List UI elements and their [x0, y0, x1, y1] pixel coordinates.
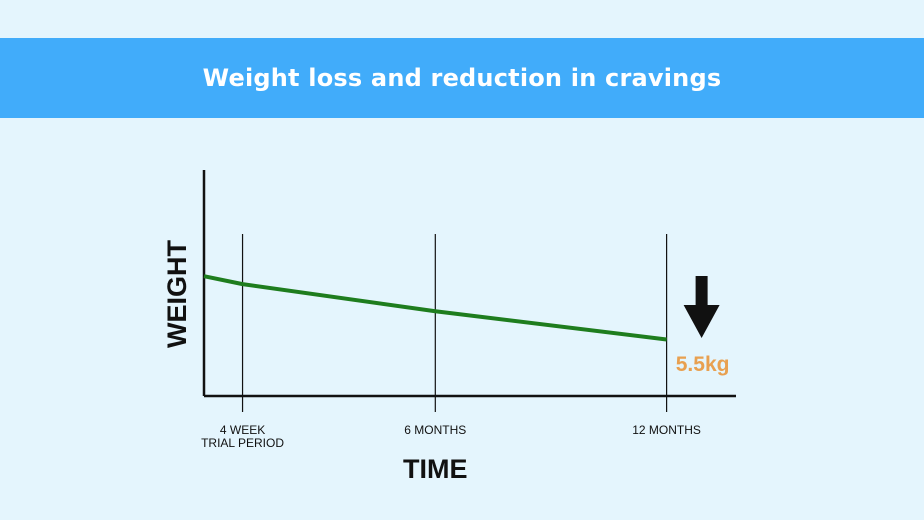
series-line-0 — [203, 274, 667, 342]
title-banner: Weight loss and reduction in cravings — [0, 38, 924, 118]
x-tick-label-1: 6 MONTHS — [404, 423, 466, 437]
x-tick-label-line: 12 MONTHS — [632, 423, 701, 437]
x-tick-labels: 4 WEEK TRIAL PERIOD 6 MONTHS 12 MONTHS — [201, 423, 701, 450]
x-tick-label-0: 4 WEEK TRIAL PERIOD — [201, 423, 284, 450]
x-tick-label-line: 6 MONTHS — [404, 423, 466, 437]
x-tick-label-line: TRIAL PERIOD — [201, 436, 284, 450]
y-axis-title: WEIGHT — [162, 240, 192, 348]
weight-loss-label: 5.5kg — [676, 353, 730, 376]
axes — [202, 170, 736, 398]
x-tick-label-2: 12 MONTHS — [632, 423, 701, 437]
down-arrow-icon — [683, 276, 720, 338]
x-axis-title: TIME — [403, 454, 468, 484]
annotation: 5.5kg — [676, 276, 730, 376]
page-title: Weight loss and reduction in cravings — [202, 64, 722, 92]
gridlines — [241, 234, 668, 412]
x-tick-label-line: 4 WEEK — [220, 423, 265, 437]
series — [203, 274, 667, 342]
